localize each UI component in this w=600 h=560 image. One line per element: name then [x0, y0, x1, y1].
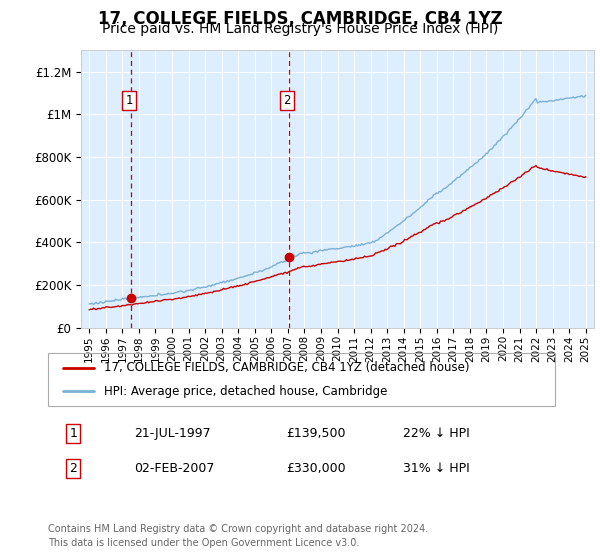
- Text: Price paid vs. HM Land Registry's House Price Index (HPI): Price paid vs. HM Land Registry's House …: [102, 22, 498, 36]
- Text: 2: 2: [283, 94, 290, 107]
- Text: 1: 1: [125, 94, 133, 107]
- Text: £330,000: £330,000: [286, 462, 346, 475]
- Text: Contains HM Land Registry data © Crown copyright and database right 2024.
This d: Contains HM Land Registry data © Crown c…: [48, 524, 428, 548]
- Text: 21-JUL-1997: 21-JUL-1997: [134, 427, 211, 440]
- Text: 17, COLLEGE FIELDS, CAMBRIDGE, CB4 1YZ (detached house): 17, COLLEGE FIELDS, CAMBRIDGE, CB4 1YZ (…: [104, 361, 469, 374]
- Text: HPI: Average price, detached house, Cambridge: HPI: Average price, detached house, Camb…: [104, 385, 387, 398]
- Text: 02-FEB-2007: 02-FEB-2007: [134, 462, 215, 475]
- Text: £139,500: £139,500: [286, 427, 346, 440]
- Text: 1: 1: [70, 427, 77, 440]
- Text: 17, COLLEGE FIELDS, CAMBRIDGE, CB4 1YZ: 17, COLLEGE FIELDS, CAMBRIDGE, CB4 1YZ: [98, 10, 502, 28]
- Text: 2: 2: [70, 462, 77, 475]
- Text: 22% ↓ HPI: 22% ↓ HPI: [403, 427, 470, 440]
- Text: 31% ↓ HPI: 31% ↓ HPI: [403, 462, 470, 475]
